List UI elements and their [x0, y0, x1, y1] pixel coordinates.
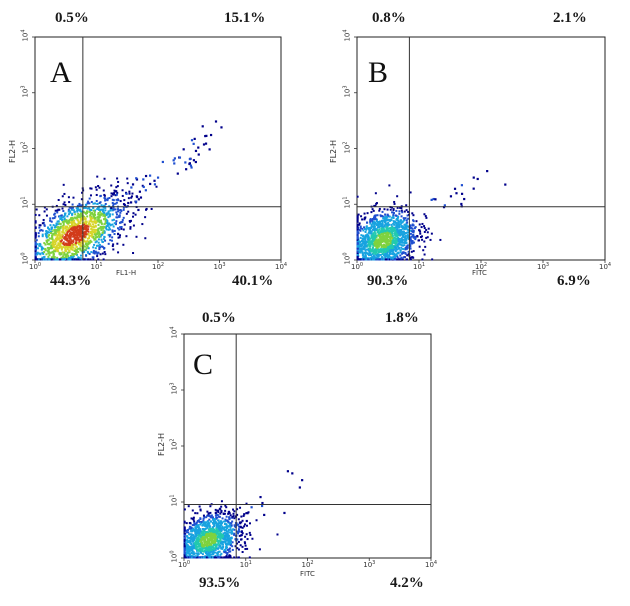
y-tick-base: 10 [170, 329, 179, 339]
x-tick-exponent: 0 [37, 262, 42, 268]
upper-right-percentage: 1.8% [385, 310, 419, 326]
lower-left-percentage: 93.5% [199, 575, 241, 591]
y-tick-exponent: 3 [169, 382, 176, 386]
event-dots [183, 470, 304, 559]
x-tick-exponent: 3 [222, 262, 226, 268]
y-tick-exponent: 2 [169, 438, 176, 442]
x-axis-label: FL1-H [116, 269, 137, 277]
y-tick-label: 102 [170, 438, 179, 450]
x-tick-exponent: 2 [160, 262, 165, 268]
y-tick-base: 10 [170, 553, 179, 563]
x-tick-base: 10 [425, 561, 434, 569]
x-tick-exponent: 4 [607, 262, 612, 268]
y-axis-label: FL2-H [157, 432, 167, 457]
x-tick-base: 10 [90, 263, 100, 271]
x-tick-exponent: 3 [372, 560, 376, 566]
y-tick-label: 101 [170, 494, 179, 506]
x-tick-exponent: 4 [283, 262, 288, 268]
y-tick-label: 100 [170, 550, 179, 562]
x-tick-label: 103 [363, 560, 375, 569]
x-tick-base: 10 [351, 263, 360, 271]
x-tick-exponent: 2 [310, 560, 314, 566]
x-tick-label: 104 [599, 262, 611, 271]
x-tick-label: 100 [178, 560, 190, 569]
x-tick-base: 10 [413, 263, 422, 271]
x-tick-base: 10 [239, 561, 249, 569]
x-tick-exponent: 1 [421, 262, 426, 268]
x-tick-label: 102 [302, 560, 314, 569]
upper-right-percentage: 15.1% [224, 10, 266, 26]
x-tick-label: 101 [413, 262, 425, 271]
x-tick-label: 104 [275, 262, 287, 271]
y-tick-base: 10 [170, 497, 179, 507]
x-axis-label: FITC [300, 570, 315, 578]
x-tick-label: 104 [425, 560, 437, 569]
x-tick-base: 10 [152, 263, 161, 271]
event-dots [34, 120, 223, 261]
x-tick-base: 10 [475, 263, 484, 271]
x-tick-label: 103 [537, 262, 549, 271]
x-tick-base: 10 [275, 263, 284, 271]
lower-right-percentage: 6.9% [557, 273, 591, 289]
x-tick-label: 100 [29, 262, 41, 271]
x-tick-label: 101 [240, 560, 252, 569]
lower-left-percentage: 44.3% [50, 273, 92, 289]
x-tick-label: 102 [475, 262, 487, 271]
panel-letter: C [193, 348, 214, 381]
x-tick-label: 101 [91, 262, 103, 271]
x-tick-base: 10 [178, 561, 187, 569]
x-tick-exponent: 4 [433, 560, 438, 566]
x-tick-label: 100 [351, 262, 363, 271]
upper-left-percentage: 0.8% [372, 10, 406, 26]
x-tick-base: 10 [29, 263, 38, 271]
x-tick-base: 10 [363, 561, 373, 569]
x-tick-exponent: 1 [99, 262, 103, 268]
x-tick-exponent: 3 [545, 262, 550, 268]
upper-left-percentage: 0.5% [55, 10, 89, 26]
x-tick-exponent: 0 [186, 560, 191, 566]
x-tick-label: 102 [152, 262, 164, 271]
x-axis-label: FITC [472, 269, 487, 277]
x-tick-exponent: 1 [248, 560, 252, 566]
y-tick-label: 104 [170, 326, 179, 338]
y-tick-label: 103 [170, 382, 179, 394]
y-tick-base: 10 [170, 441, 179, 451]
y-tick-exponent: 0 [169, 550, 176, 554]
panel-letter: A [50, 56, 72, 89]
y-tick-exponent: 4 [169, 326, 176, 330]
upper-right-percentage: 2.1% [553, 10, 587, 26]
x-tick-base: 10 [213, 263, 223, 271]
x-tick-base: 10 [301, 561, 311, 569]
x-tick-base: 10 [599, 263, 608, 271]
lower-right-percentage: 4.2% [390, 575, 424, 591]
panel-letter: B [368, 56, 389, 89]
lower-right-percentage: 40.1% [232, 273, 274, 289]
x-tick-exponent: 0 [359, 262, 364, 268]
upper-left-percentage: 0.5% [202, 310, 236, 326]
x-tick-base: 10 [537, 263, 546, 271]
y-tick-exponent: 1 [169, 494, 176, 498]
event-dots [356, 170, 507, 261]
lower-left-percentage: 90.3% [367, 273, 409, 289]
y-tick-base: 10 [170, 385, 179, 395]
x-tick-label: 103 [214, 262, 226, 271]
x-tick-exponent: 2 [483, 262, 488, 268]
